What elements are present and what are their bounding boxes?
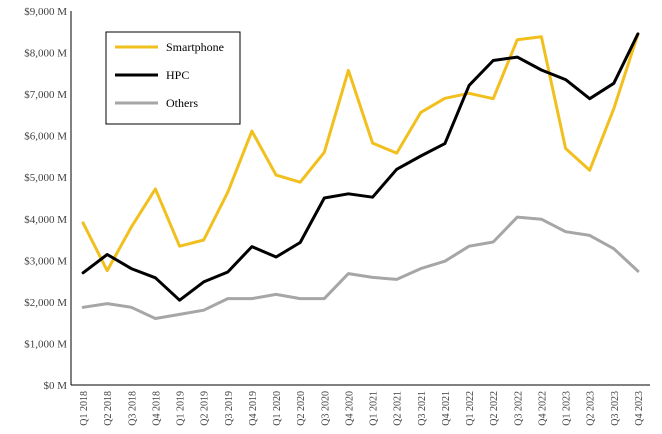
y-axis-tick-labels: $0 M $1,000 M $2,000 M $3,000 M $4,000 M $5,0… bbox=[24, 6, 67, 392]
x-tick-label: Q1 2018 bbox=[79, 391, 90, 426]
legend-label-hpc: HPC bbox=[166, 68, 189, 82]
x-tick-label: Q1 2020 bbox=[272, 391, 283, 426]
axes bbox=[70, 11, 650, 386]
x-tick-label: Q4 2018 bbox=[151, 391, 162, 426]
y-tick-label: $9,000 M bbox=[24, 6, 67, 18]
y-tick-label: $5,000 M bbox=[24, 172, 67, 184]
y-tick-label: $2,000 M bbox=[24, 297, 67, 309]
legend-label-smartphone: Smartphone bbox=[166, 40, 224, 54]
y-tick-label: $4,000 M bbox=[24, 214, 67, 226]
y-tick-label: $3,000 M bbox=[24, 255, 67, 267]
legend: Smartphone HPC Others bbox=[105, 31, 241, 125]
x-tick-label: Q3 2023 bbox=[610, 391, 621, 426]
x-tick-label: Q2 2020 bbox=[296, 391, 307, 426]
x-tick-label: Q2 2023 bbox=[586, 391, 597, 426]
x-tick-label: Q3 2021 bbox=[417, 391, 428, 426]
series-line-smartphone bbox=[81, 32, 640, 273]
y-tick-label: $7,000 M bbox=[24, 89, 67, 101]
x-tick-label: Q3 2022 bbox=[513, 391, 524, 426]
x-tick-label: Q4 2020 bbox=[344, 391, 355, 426]
x-tick-label: Q1 2023 bbox=[562, 391, 573, 426]
series-line-hpc bbox=[81, 32, 640, 302]
x-tick-label: Q1 2021 bbox=[369, 391, 380, 426]
x-tick-label: Q4 2022 bbox=[537, 391, 548, 426]
x-tick-label: Q4 2023 bbox=[634, 391, 645, 426]
x-tick-label: Q1 2019 bbox=[176, 391, 187, 426]
x-tick-label: Q4 2019 bbox=[248, 391, 259, 426]
y-tick-label: $0 M bbox=[43, 380, 67, 392]
x-tick-label: Q3 2018 bbox=[127, 391, 138, 426]
legend-label-others: Others bbox=[166, 96, 198, 110]
y-tick-label: $8,000 M bbox=[24, 48, 67, 60]
x-tick-label: Q1 2022 bbox=[465, 391, 476, 426]
series-lines bbox=[81, 32, 640, 320]
x-tick-label: Q2 2019 bbox=[200, 391, 211, 426]
x-tick-label: Q2 2021 bbox=[393, 391, 404, 426]
x-axis-tick-labels: Q1 2018 Q2 2018 Q3 2018 Q4 2018 Q1 2019 Q2 20… bbox=[79, 391, 645, 426]
x-tick-label: Q2 2022 bbox=[489, 391, 500, 426]
x-tick-label: Q3 2019 bbox=[224, 391, 235, 426]
x-tick-label: Q4 2021 bbox=[441, 391, 452, 426]
x-tick-label: Q3 2020 bbox=[320, 391, 331, 426]
series-line-others bbox=[81, 215, 640, 320]
y-tick-label: $1,000 M bbox=[24, 338, 67, 350]
y-tick-label: $6,000 M bbox=[24, 131, 67, 143]
x-tick-label: Q2 2018 bbox=[103, 391, 114, 426]
